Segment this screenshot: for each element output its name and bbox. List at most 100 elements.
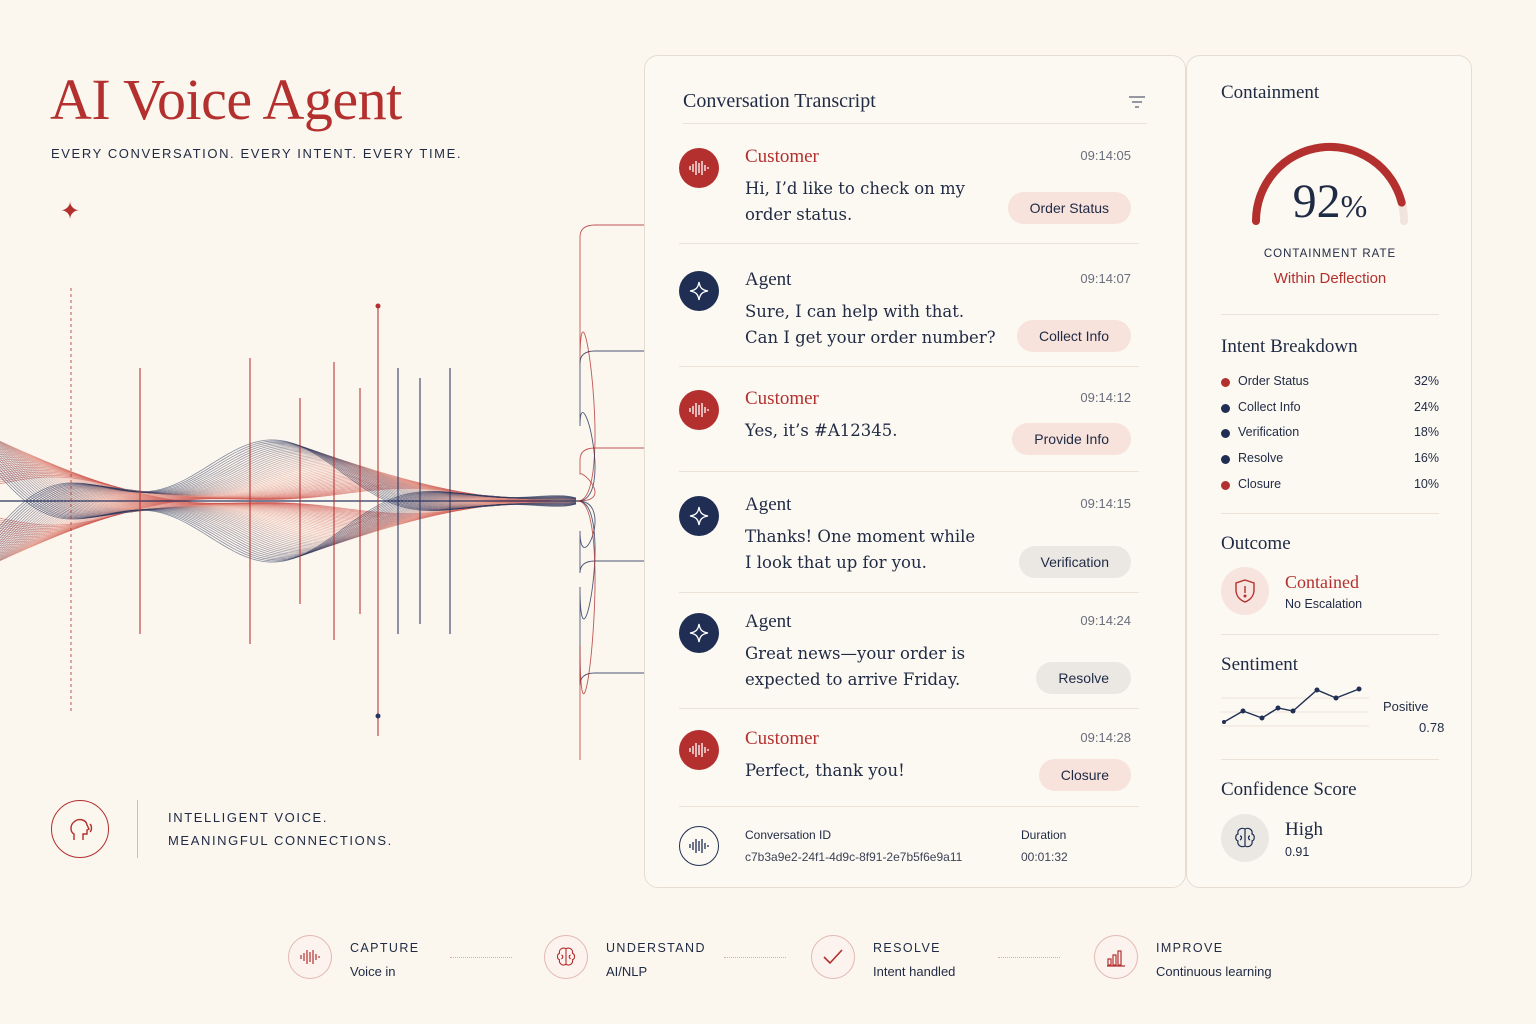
- brain-icon: [544, 935, 588, 979]
- intent-name: Verification: [1238, 425, 1300, 440]
- message-text: Hi, I’d like to check on my order status.: [745, 179, 965, 224]
- intent-tag[interactable]: Closure: [1038, 759, 1131, 791]
- confidence-score: 0.91: [1285, 845, 1310, 859]
- outcome-value: Contained: [1285, 572, 1359, 592]
- confidence-title: Confidence Score: [1221, 779, 1357, 800]
- connector-line: [577, 447, 650, 502]
- transcript-message[interactable]: Customer 09:14:05 Hi, I’d like to check …: [679, 146, 1139, 244]
- transcript-message[interactable]: Agent 09:14:24 Great news—your order is e…: [679, 611, 1139, 709]
- hero-title: AI Voice Agent: [50, 67, 402, 132]
- connector-line: [577, 500, 596, 760]
- intent-row: Verification 18%: [1221, 425, 1439, 443]
- brand-line-2: MEANINGFUL CONNECTIONS.: [168, 833, 393, 848]
- conversation-transcript-panel: Conversation Transcript Customer 09:14:0…: [644, 55, 1186, 888]
- step-connector: [724, 957, 786, 958]
- outcome-detail: No Escalation: [1285, 597, 1363, 611]
- intent-dot: [1221, 455, 1230, 465]
- message-text: Sure, I can help with that. Can I get you…: [745, 302, 996, 347]
- agent-sparkle-icon: [679, 271, 719, 311]
- intent-row: Collect Info 24%: [1221, 400, 1439, 418]
- transcript-footer: Conversation ID c7b3a9e2-24f1-4d9c-8f91-…: [679, 824, 1139, 872]
- agent-sparkle-icon: [679, 613, 719, 653]
- message-time: 09:14:07: [1080, 271, 1131, 286]
- conversation-id-label: Conversation ID: [745, 828, 832, 842]
- step-subtitle: Continuous learning: [1156, 964, 1272, 979]
- voice-waveform-illustration: [0, 222, 653, 760]
- intent-dot: [1221, 403, 1230, 413]
- speaker-name: Customer: [745, 388, 819, 409]
- step-connector: [450, 957, 512, 958]
- outcome-title: Outcome: [1221, 533, 1291, 554]
- transcript-message[interactable]: Customer 09:14:28 Perfect, thank you! Cl…: [679, 728, 1139, 807]
- filter-icon[interactable]: [1127, 92, 1147, 112]
- check-icon: [811, 935, 855, 979]
- speaker-name: Customer: [745, 146, 819, 167]
- sparkle-icon: ✦: [60, 198, 81, 225]
- wave-line: [0, 476, 577, 563]
- message-time: 09:14:24: [1080, 613, 1131, 628]
- waveform-icon: [288, 935, 332, 979]
- intent-tag[interactable]: Resolve: [1036, 662, 1131, 694]
- message-text: Great news—your order is expected to arri…: [745, 644, 966, 689]
- divider: [1221, 759, 1439, 760]
- containment-caption: CONTAINMENT RATE: [1263, 248, 1397, 260]
- message-text: Thanks! One moment while I look that up f…: [745, 527, 976, 572]
- divider: [1221, 634, 1439, 635]
- sentiment-title: Sentiment: [1221, 654, 1299, 675]
- bar-chart-icon: [1094, 935, 1138, 979]
- intent-percent: 32%: [1413, 374, 1439, 388]
- duration-value: 00:01:32: [1021, 850, 1068, 864]
- transcript-message[interactable]: Agent 09:14:07 Sure, I can help with tha…: [679, 269, 1139, 367]
- transcript-message[interactable]: Agent 09:14:15 Thanks! One moment while I…: [679, 494, 1139, 593]
- brand-footer: INTELLIGENT VOICE. MEANINGFUL CONNECTION…: [51, 800, 393, 858]
- connector-line: [577, 350, 650, 502]
- message-time: 09:14:15: [1080, 496, 1131, 511]
- step-title: UNDERSTAND: [606, 941, 706, 955]
- intent-percent: 10%: [1413, 476, 1439, 491]
- intent-percent: 18%: [1413, 425, 1439, 440]
- step-title: CAPTURE: [350, 941, 420, 955]
- transcript-message[interactable]: Customer 09:14:12 Yes, it’s #A12345. Pro…: [679, 388, 1139, 472]
- wave-line: [0, 439, 577, 526]
- containment-gauge: [1252, 142, 1408, 225]
- customer-waveform-icon: [679, 148, 719, 188]
- intent-breakdown-title: Intent Breakdown: [1221, 336, 1358, 357]
- step-subtitle: AI/NLP: [606, 964, 648, 979]
- metrics-panel: Containment 92% CONTAINMENT RATE Within …: [1186, 55, 1472, 888]
- step-title: RESOLVE: [873, 941, 941, 955]
- message-time: 09:14:12: [1080, 390, 1131, 405]
- speaker-name: Agent: [745, 269, 792, 290]
- connector-line: [577, 500, 650, 574]
- message-text: Perfect, thank you!: [745, 761, 905, 780]
- step-subtitle: Intent handled: [873, 964, 956, 979]
- hero-tagline: EVERY CONVERSATION. EVERY INTENT. EVERY …: [51, 146, 463, 161]
- shield-icon: [1221, 567, 1269, 615]
- containment-status: Within Deflection: [1273, 270, 1387, 287]
- message-time: 09:14:28: [1080, 730, 1131, 745]
- intent-tag[interactable]: Collect Info: [1016, 320, 1131, 352]
- conversation-id-value: c7b3a9e2-24f1-4d9c-8f91-2e7b5f6e9a11: [745, 850, 963, 864]
- intent-dot: [1221, 480, 1230, 490]
- intent-tag[interactable]: Order Status: [1007, 192, 1131, 224]
- waveform-icon: [679, 826, 719, 866]
- intent-row: Order Status 32%: [1221, 374, 1439, 392]
- transcript-title: Conversation Transcript: [683, 90, 876, 112]
- customer-waveform-icon: [679, 390, 719, 430]
- intent-percent: 16%: [1413, 451, 1439, 466]
- intent-percent: 24%: [1413, 399, 1439, 414]
- step-title: IMPROVE: [1156, 941, 1224, 955]
- customer-waveform-icon: [679, 730, 719, 770]
- message-time: 09:14:05: [1080, 148, 1131, 163]
- agent-sparkle-icon: [679, 496, 719, 536]
- message-text: Yes, it’s #A12345.: [745, 421, 898, 440]
- intent-dot: [1221, 378, 1230, 387]
- confidence-value: High: [1285, 819, 1323, 840]
- intent-name: Collect Info: [1238, 399, 1301, 414]
- step-connector: [998, 957, 1060, 958]
- speaker-name: Customer: [745, 728, 819, 749]
- intent-tag[interactable]: Verification: [1018, 546, 1131, 578]
- intent-name: Closure: [1238, 476, 1282, 491]
- brand-line-1: INTELLIGENT VOICE.: [168, 810, 329, 825]
- intent-tag[interactable]: Provide Info: [1012, 423, 1131, 455]
- intent-row: Closure 10%: [1221, 477, 1439, 495]
